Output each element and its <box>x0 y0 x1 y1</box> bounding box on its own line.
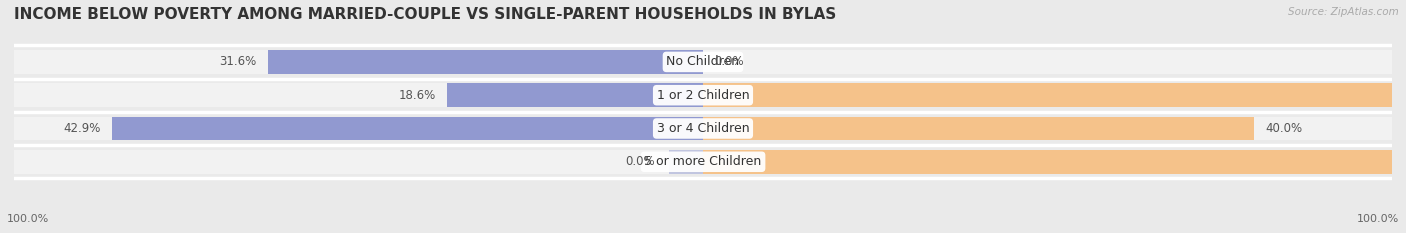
Text: 100.0%: 100.0% <box>7 214 49 224</box>
Text: No Children: No Children <box>666 55 740 69</box>
Text: 3 or 4 Children: 3 or 4 Children <box>657 122 749 135</box>
Text: 100.0%: 100.0% <box>1357 214 1399 224</box>
Text: 0.0%: 0.0% <box>626 155 655 168</box>
Text: 0.0%: 0.0% <box>714 55 744 69</box>
Bar <box>14 150 1392 174</box>
Text: INCOME BELOW POVERTY AMONG MARRIED-COUPLE VS SINGLE-PARENT HOUSEHOLDS IN BYLAS: INCOME BELOW POVERTY AMONG MARRIED-COUPL… <box>14 7 837 22</box>
Bar <box>703 150 1406 174</box>
Bar <box>112 116 703 140</box>
Text: 40.0%: 40.0% <box>1265 122 1302 135</box>
Bar <box>14 116 1392 140</box>
Bar <box>267 50 703 74</box>
Text: 42.9%: 42.9% <box>63 122 101 135</box>
Legend: Married Couples, Single Parents: Married Couples, Single Parents <box>574 229 832 233</box>
Bar <box>669 150 703 174</box>
Text: 5 or more Children: 5 or more Children <box>644 155 762 168</box>
Text: 31.6%: 31.6% <box>219 55 256 69</box>
Text: Source: ZipAtlas.com: Source: ZipAtlas.com <box>1288 7 1399 17</box>
Bar <box>703 116 1254 140</box>
Text: 1 or 2 Children: 1 or 2 Children <box>657 89 749 102</box>
Bar <box>14 50 1392 74</box>
Bar <box>14 83 1392 107</box>
Bar <box>447 83 703 107</box>
Text: 18.6%: 18.6% <box>398 89 436 102</box>
Bar <box>703 83 1406 107</box>
